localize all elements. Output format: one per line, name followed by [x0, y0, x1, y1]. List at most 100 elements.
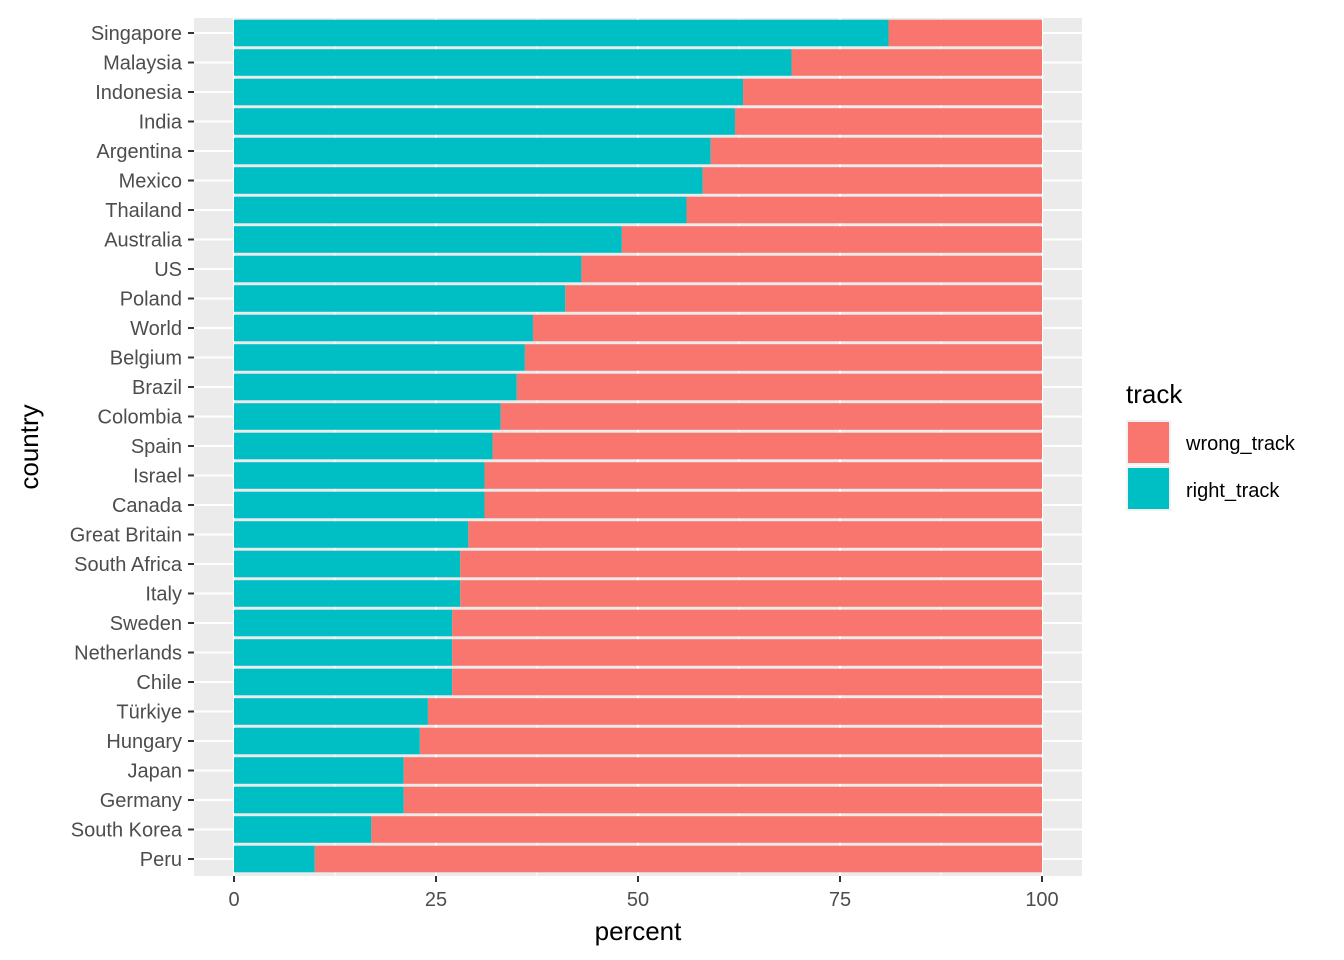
bar-wrong-track-australia — [621, 226, 1042, 253]
bar-right-track-italy — [234, 580, 461, 607]
bar-right-track-great-britain — [234, 521, 469, 548]
y-tick-label-india: India — [139, 112, 183, 134]
bar-right-track-japan — [234, 757, 404, 784]
bar-right-track-israel — [234, 462, 485, 489]
y-tick-label-argentina: Argentina — [96, 141, 182, 163]
y-tick-label-south-korea: South Korea — [71, 820, 183, 842]
bar-wrong-track-india — [734, 108, 1042, 135]
bar-right-track-peru — [234, 845, 315, 873]
bar-wrong-track-argentina — [710, 137, 1042, 165]
y-tick-label-italy: Italy — [145, 584, 182, 606]
bar-right-track-thailand — [234, 196, 687, 224]
bar-wrong-track-chile — [452, 668, 1042, 696]
y-tick-label-world: World — [130, 318, 182, 340]
bar-right-track-south-korea — [234, 816, 372, 843]
bar-right-track-australia — [234, 226, 622, 253]
bar-wrong-track-germany — [403, 786, 1042, 814]
y-tick-label-colombia: Colombia — [98, 407, 183, 429]
x-tick-label: 100 — [1025, 889, 1058, 911]
y-tick-label-thailand: Thailand — [105, 200, 182, 222]
bar-wrong-track-italy — [460, 580, 1042, 607]
bar-right-track-canada — [234, 491, 485, 519]
bar-wrong-track-us — [581, 255, 1042, 283]
bar-wrong-track-turkiye — [427, 698, 1042, 725]
y-tick-label-poland: Poland — [120, 289, 182, 311]
bar-right-track-spain — [234, 432, 493, 460]
bar-wrong-track-spain — [492, 432, 1042, 460]
y-axis: Singapore Malaysia Indonesia India Argentina… — [70, 23, 194, 871]
bar-wrong-track-netherlands — [452, 639, 1042, 666]
bar-right-track-indonesia — [234, 78, 744, 106]
bar-right-track-world — [234, 314, 533, 342]
bar-wrong-track-singapore — [888, 19, 1042, 47]
bar-wrong-track-thailand — [686, 196, 1042, 224]
bar-wrong-track-belgium — [524, 344, 1042, 371]
bar-right-track-argentina — [234, 137, 711, 165]
legend: track wrong_track right_track — [1126, 379, 1296, 511]
y-tick-label-brazil: Brazil — [132, 377, 182, 399]
bar-wrong-track-canada — [484, 491, 1043, 519]
bar-right-track-south-africa — [234, 550, 461, 578]
bar-right-track-malaysia — [234, 49, 792, 76]
bar-wrong-track-japan — [403, 757, 1042, 784]
bar-wrong-track-colombia — [500, 403, 1042, 430]
y-tick-label-japan: Japan — [128, 761, 183, 783]
y-tick-label-chile: Chile — [136, 672, 182, 694]
y-axis-title: country — [14, 404, 44, 489]
y-tick-label-indonesia: Indonesia — [95, 82, 183, 104]
bar-right-track-belgium — [234, 344, 525, 371]
y-tick-label-belgium: Belgium — [110, 348, 182, 370]
y-tick-label-us: US — [154, 259, 182, 281]
y-tick-label-canada: Canada — [112, 495, 183, 517]
y-tick-label-israel: Israel — [133, 466, 182, 488]
bar-wrong-track-great-britain — [468, 521, 1042, 548]
bar-right-track-mexico — [234, 167, 703, 194]
bar-right-track-brazil — [234, 373, 517, 401]
legend-label-wrong-track: wrong_track — [1185, 433, 1296, 455]
y-tick-label-sweden: Sweden — [110, 613, 182, 635]
x-axis-title: percent — [595, 916, 682, 946]
y-tick-label-peru: Peru — [140, 849, 182, 871]
y-tick-label-great-britain: Great Britain — [70, 525, 182, 547]
legend-label-right-track: right_track — [1186, 480, 1280, 502]
bar-wrong-track-brazil — [516, 373, 1042, 401]
bar-right-track-germany — [234, 786, 404, 814]
x-axis: 0 25 50 75 100 — [228, 876, 1059, 911]
bar-wrong-track-south-africa — [460, 550, 1042, 578]
x-tick-label: 75 — [829, 889, 851, 911]
bar-wrong-track-israel — [484, 462, 1043, 489]
y-tick-label-singapore: Singapore — [91, 23, 182, 45]
y-tick-label-netherlands: Netherlands — [74, 643, 182, 665]
bars — [234, 19, 1043, 873]
y-tick-label-australia: Australia — [104, 230, 183, 252]
legend-swatch-right-track — [1128, 468, 1169, 509]
y-tick-label-turkiye: Türkiye — [116, 702, 182, 724]
y-tick-label-south-africa: South Africa — [74, 554, 183, 576]
bar-wrong-track-poland — [565, 285, 1042, 312]
bar-right-track-colombia — [234, 403, 501, 430]
bar-right-track-chile — [234, 668, 453, 696]
bar-right-track-poland — [234, 285, 566, 312]
x-tick-label: 50 — [627, 889, 649, 911]
bar-right-track-hungary — [234, 727, 420, 755]
bar-right-track-netherlands — [234, 639, 453, 666]
bar-wrong-track-world — [532, 314, 1042, 342]
legend-title: track — [1126, 379, 1183, 409]
bar-right-track-turkiye — [234, 698, 428, 725]
bar-wrong-track-hungary — [419, 727, 1043, 755]
legend-swatch-wrong-track — [1128, 422, 1169, 463]
bar-wrong-track-malaysia — [791, 49, 1042, 76]
bar-wrong-track-south-korea — [371, 816, 1042, 843]
y-tick-label-germany: Germany — [100, 790, 182, 812]
bar-wrong-track-indonesia — [743, 78, 1042, 106]
bar-wrong-track-mexico — [702, 167, 1042, 194]
bar-right-track-india — [234, 108, 735, 135]
y-tick-label-hungary: Hungary — [106, 731, 182, 753]
bar-right-track-sweden — [234, 609, 453, 637]
bar-wrong-track-peru — [314, 845, 1042, 873]
x-tick-label: 0 — [228, 889, 239, 911]
bar-right-track-us — [234, 255, 582, 283]
y-tick-label-mexico: Mexico — [119, 171, 182, 193]
bar-right-track-singapore — [234, 19, 889, 47]
